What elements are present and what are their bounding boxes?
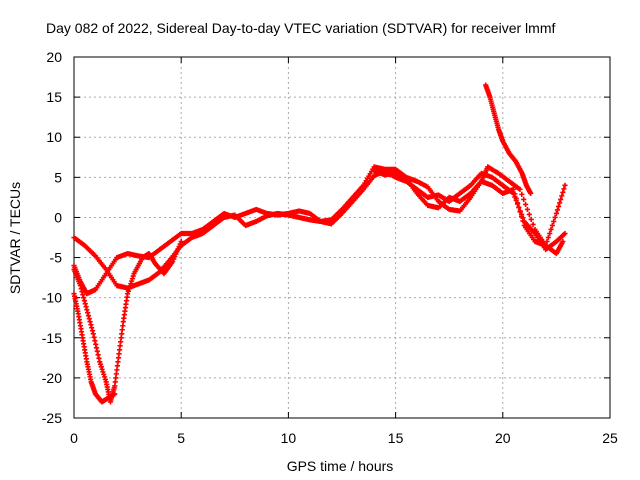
series-track-b: [71, 164, 566, 297]
data-point-marker: [178, 238, 184, 245]
data-point-marker: [77, 283, 84, 289]
data-point-marker: [551, 218, 557, 225]
data-point-marker: [93, 345, 100, 351]
series-track-e: [371, 168, 568, 249]
data-point-marker: [520, 218, 526, 224]
data-point-marker: [517, 209, 523, 215]
data-point-marker: [560, 238, 566, 245]
data-point-marker: [517, 186, 523, 192]
data-point-marker: [521, 196, 527, 202]
y-tick-label: -20: [42, 370, 62, 386]
data-point-marker: [85, 313, 92, 319]
y-tick-label: -10: [42, 290, 62, 306]
series-track-d: [71, 238, 184, 405]
data-point-marker: [522, 201, 529, 208]
y-axis-label: SDTVAR / TECUs: [7, 182, 23, 294]
data-point-marker: [512, 191, 518, 197]
data-point-marker: [547, 230, 553, 237]
y-tick-label: 5: [54, 169, 62, 185]
data-point-marker: [558, 196, 564, 202]
data-point-marker: [516, 204, 522, 211]
x-tick-label: 25: [602, 430, 618, 446]
data-point-marker: [513, 195, 519, 201]
y-tick-label: 20: [46, 49, 62, 65]
data-point-marker: [89, 328, 96, 334]
data-point-marker: [559, 193, 565, 199]
data-point-marker: [81, 298, 88, 304]
y-tick-label: 0: [54, 209, 62, 225]
data-point-marker: [82, 301, 88, 307]
data-point-marker: [79, 289, 85, 295]
data-point-marker: [524, 206, 531, 213]
data-point-marker: [544, 238, 550, 245]
x-tick-label: 5: [177, 430, 185, 446]
data-point-marker: [78, 286, 84, 292]
data-point-marker: [548, 226, 554, 233]
axis-ticks: 0 5 10 15 20 25 20 15 10 5 0 -5 -10 -15 -20 -25: [42, 49, 618, 446]
data-point-marker: [562, 230, 568, 237]
y-tick-label: 10: [46, 129, 62, 145]
data-point-marker: [553, 210, 559, 217]
data-point-marker: [552, 214, 558, 221]
x-axis-label: GPS time / hours: [287, 458, 394, 474]
data-point-marker: [96, 355, 102, 361]
series-track-c: [71, 291, 118, 405]
data-point-marker: [90, 331, 96, 337]
y-tick-label: 15: [46, 89, 62, 105]
data-point-marker: [92, 338, 98, 344]
data-point-marker: [510, 186, 517, 192]
data-point-marker: [528, 190, 534, 196]
grid: [74, 57, 610, 418]
y-tick-label: -5: [50, 250, 63, 266]
data-point-marker: [514, 200, 521, 206]
data-point-marker: [94, 348, 100, 354]
data-point-marker: [549, 222, 555, 229]
data-point-marker: [557, 200, 563, 206]
data-point-marker: [518, 213, 525, 220]
data-point-marker: [93, 341, 99, 347]
x-tick-label: 0: [70, 430, 78, 446]
data-point-marker: [554, 207, 561, 213]
x-tick-label: 15: [388, 430, 404, 446]
data-point-marker: [89, 325, 95, 331]
y-tick-label: -25: [42, 410, 62, 426]
data-point-marker: [81, 295, 87, 301]
data-point-marker: [519, 191, 525, 197]
data-point-marker: [543, 242, 549, 249]
data-point-marker: [561, 186, 567, 192]
data-point-marker: [526, 211, 532, 218]
series-track-f: [483, 82, 534, 196]
data-point-marker: [545, 234, 551, 241]
data-point-marker: [528, 216, 534, 223]
data-point-marker: [555, 203, 562, 210]
data-point-marker: [560, 189, 566, 195]
data-point-marker: [86, 316, 92, 322]
data-point-marker: [91, 334, 97, 340]
data-point-marker: [80, 292, 86, 298]
data-point-marker: [87, 319, 93, 325]
data-series: [71, 82, 568, 405]
data-point-marker: [562, 182, 568, 188]
chart-title: Day 082 of 2022, Sidereal Day-to-day VTE…: [46, 20, 555, 36]
data-point-marker: [84, 307, 90, 313]
y-tick-label: -15: [42, 330, 62, 346]
data-point-marker: [530, 221, 536, 228]
data-point-marker: [95, 352, 101, 358]
data-point-marker: [83, 304, 89, 310]
x-tick-label: 10: [281, 430, 297, 446]
data-point-marker: [88, 322, 94, 328]
data-point-marker: [85, 310, 91, 316]
plot-border: [73, 56, 611, 419]
x-tick-label: 20: [495, 430, 511, 446]
